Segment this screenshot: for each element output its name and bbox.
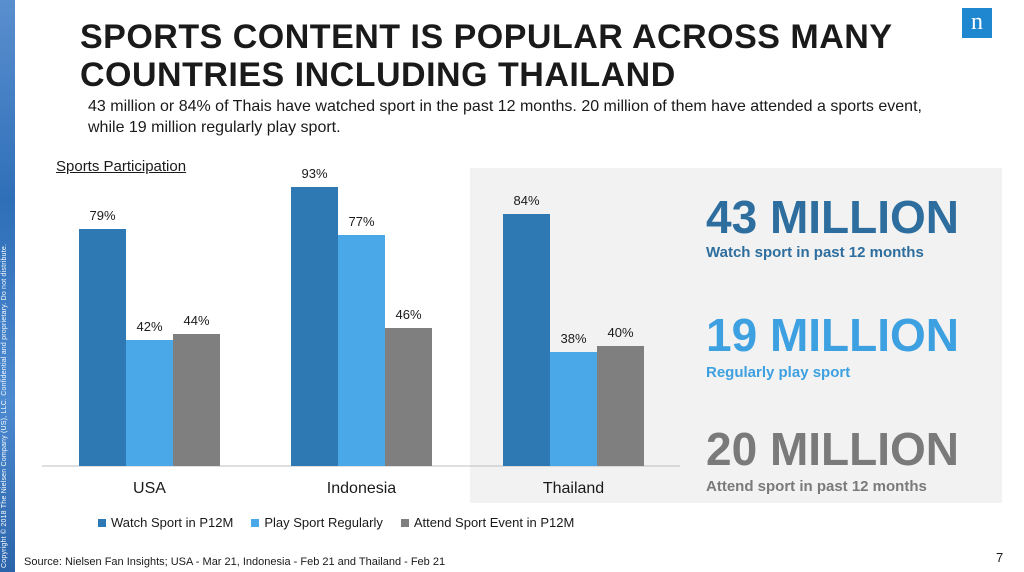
stat-watch-label: Watch sport in past 12 months — [706, 244, 924, 261]
data-label-usa-play-sport-regularly: 42% — [136, 319, 162, 334]
legend-label-attend: Attend Sport Event in P12M — [413, 515, 575, 530]
bar-usa-attend-sport-event-in-p12m — [173, 334, 220, 466]
stat-play-label: Regularly play sport — [706, 364, 851, 381]
data-label-thailand-play-sport-regularly: 38% — [560, 331, 586, 346]
side-brand-strip: Copyright © 2018 The Nielsen Company (US… — [0, 0, 15, 572]
data-label-indonesia-attend-sport-event-in-p12m: 46% — [395, 307, 421, 322]
legend-swatch-play — [251, 518, 260, 527]
slide-subtitle: 43 million or 84% of Thais have watched … — [88, 98, 922, 136]
bar-thailand-play-sport-regularly — [550, 352, 597, 466]
bar-indonesia-attend-sport-event-in-p12m — [385, 328, 432, 466]
legend-label-watch: Watch Sport in P12M — [111, 515, 234, 530]
page-number: 7 — [996, 550, 1004, 565]
stat-watch-value: 43 MILLION — [706, 191, 960, 243]
legend-item-watch: Watch Sport in P12M — [98, 515, 233, 530]
data-label-thailand-watch-sport-in-p12m: 84% — [513, 193, 539, 208]
bar-usa-watch-sport-in-p12m — [79, 229, 126, 466]
data-label-usa-watch-sport-in-p12m: 79% — [89, 208, 115, 223]
bar-indonesia-watch-sport-in-p12m — [291, 187, 338, 466]
data-label-thailand-attend-sport-event-in-p12m: 40% — [607, 325, 633, 340]
bar-thailand-attend-sport-event-in-p12m — [597, 346, 644, 466]
bar-usa-play-sport-regularly — [126, 340, 173, 466]
legend-item-attend: Attend Sport Event in P12M — [400, 515, 575, 530]
legend-swatch-attend — [400, 518, 409, 527]
legend-item-play: Play Sport Regularly — [251, 515, 383, 530]
data-label-usa-attend-sport-event-in-p12m: 44% — [183, 313, 209, 328]
data-label-indonesia-play-sport-regularly: 77% — [348, 214, 374, 229]
legend-label-play: Play Sport Regularly — [264, 515, 383, 530]
category-label-indonesia: Indonesia — [327, 480, 396, 497]
stat-attend-label: Attend sport in past 12 months — [706, 478, 927, 495]
chart-heading: Sports Participation — [56, 158, 187, 175]
stat-attend-value: 20 MILLION — [706, 423, 960, 475]
data-label-indonesia-watch-sport-in-p12m: 93% — [301, 166, 327, 181]
bar-thailand-watch-sport-in-p12m — [503, 214, 550, 466]
source-note: Source: Nielsen Fan Insights; USA - Mar … — [24, 556, 446, 568]
category-label-thailand: Thailand — [543, 480, 604, 497]
stat-play-value: 19 MILLION — [706, 309, 960, 361]
bar-indonesia-play-sport-regularly — [338, 235, 385, 466]
chart-legend: Watch Sport in P12M Play Sport Regularly… — [98, 515, 574, 530]
nielsen-logo-icon: n — [962, 8, 992, 38]
category-label-usa: USA — [133, 480, 166, 497]
legend-swatch-watch — [98, 518, 106, 527]
slide-title: SPORTS CONTENT IS POPULAR ACROSS MANY CO… — [80, 18, 892, 94]
